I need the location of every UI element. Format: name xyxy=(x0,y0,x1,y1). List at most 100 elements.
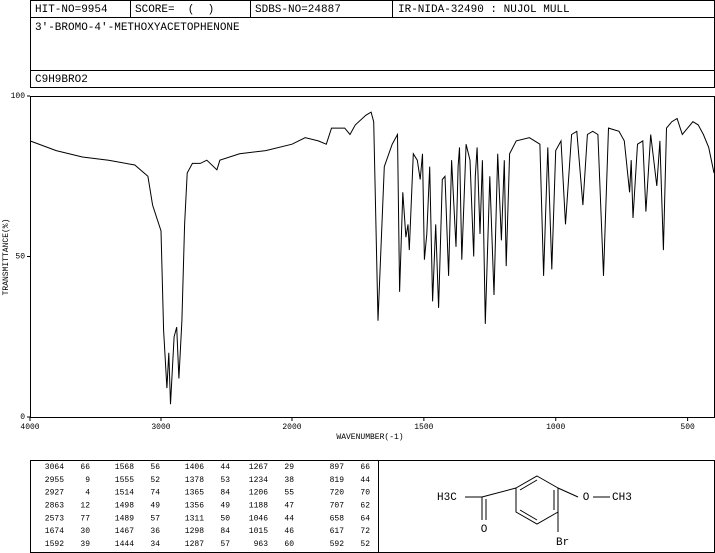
peak-transmittance: 55 xyxy=(284,489,294,498)
hit-no: HIT-NO=9954 xyxy=(35,4,108,16)
peak-transmittance: 84 xyxy=(220,489,230,498)
compound-name: 3'-BROMO-4'-METHOXYACETOPHENONE xyxy=(35,22,240,34)
peak-transmittance: 70 xyxy=(360,489,370,498)
peak-wavenumber: 1444 xyxy=(115,540,134,549)
peak-transmittance: 57 xyxy=(150,514,160,523)
peak-wavenumber: 592 xyxy=(330,540,345,549)
peak-transmittance: 47 xyxy=(284,502,294,511)
ring-bond xyxy=(519,479,538,491)
peak-transmittance: 44 xyxy=(284,514,294,523)
peak-wavenumber: 2573 xyxy=(45,514,64,523)
peak-wavenumber: 1489 xyxy=(115,514,134,523)
peak-transmittance: 49 xyxy=(150,502,160,511)
atom-label: O xyxy=(481,524,488,536)
peak-transmittance: 66 xyxy=(360,463,370,472)
y-axis-label: TRANSMITTANCE(%) xyxy=(2,219,11,296)
peak-wavenumber: 2955 xyxy=(45,476,64,485)
spectrum-line xyxy=(29,111,715,405)
method: IR-NIDA-32490 : NUJOL MULL xyxy=(398,4,570,16)
peak-transmittance: 57 xyxy=(220,540,230,549)
peak-transmittance: 52 xyxy=(360,540,370,549)
peak-transmittance: 56 xyxy=(150,463,160,472)
y-tick-label: 0 xyxy=(20,413,25,422)
peak-wavenumber: 1514 xyxy=(115,489,134,498)
peak-wavenumber: 1287 xyxy=(185,540,204,549)
peak-transmittance: 60 xyxy=(284,540,294,549)
peak-wavenumber: 1234 xyxy=(249,476,268,485)
peak-transmittance: 39 xyxy=(80,540,90,549)
peak-wavenumber: 1406 xyxy=(185,463,204,472)
peak-wavenumber: 720 xyxy=(330,489,345,498)
peak-wavenumber: 1015 xyxy=(249,527,268,536)
header-frame xyxy=(30,0,715,88)
x-tick-label: 500 xyxy=(680,423,695,432)
peak-wavenumber: 707 xyxy=(330,502,345,511)
x-tick-label: 1500 xyxy=(414,423,433,432)
peak-transmittance: 34 xyxy=(150,540,160,549)
peak-wavenumber: 2863 xyxy=(45,502,64,511)
x-tick-label: 4000 xyxy=(20,423,39,432)
peak-transmittance: 9 xyxy=(85,476,90,485)
peak-wavenumber: 1592 xyxy=(45,540,64,549)
peak-transmittance: 64 xyxy=(360,514,370,523)
x-tick-label: 1000 xyxy=(546,423,565,432)
plot: 4000 3000 2000 1500 1000 500 0 50 100 xyxy=(11,92,715,432)
peak-transmittance: 29 xyxy=(284,463,294,472)
atom-label: CH3 xyxy=(612,492,632,504)
peak-transmittance: 38 xyxy=(284,476,294,485)
y-tick-label: 100 xyxy=(11,92,26,101)
peak-wavenumber: 1498 xyxy=(115,502,134,511)
x-axis-label: WAVENUMBER(-1) xyxy=(336,433,403,442)
peak-transmittance: 77 xyxy=(80,514,90,523)
plot-frame xyxy=(30,96,715,418)
peak-transmittance: 52 xyxy=(150,476,160,485)
peak-wavenumber: 658 xyxy=(330,514,345,523)
structure-frame xyxy=(378,460,715,553)
peak-transmittance: 36 xyxy=(150,527,160,536)
peak-transmittance: 30 xyxy=(80,527,90,536)
peak-wavenumber: 617 xyxy=(330,527,345,536)
peak-transmittance: 84 xyxy=(220,527,230,536)
peak-wavenumber: 1555 xyxy=(115,476,134,485)
peak-wavenumber: 1378 xyxy=(185,476,204,485)
peak-wavenumber: 1568 xyxy=(115,463,134,472)
bond xyxy=(481,487,517,498)
peak-transmittance: 66 xyxy=(80,463,90,472)
peak-transmittance: 46 xyxy=(284,527,294,536)
peak-wavenumber: 1267 xyxy=(249,463,268,472)
peak-transmittance: 50 xyxy=(220,514,230,523)
formula: C9H9BRO2 xyxy=(35,74,88,86)
peak-transmittance: 72 xyxy=(360,527,370,536)
peak-wavenumber: 1298 xyxy=(185,527,204,536)
peak-transmittance: 12 xyxy=(80,502,90,511)
bond xyxy=(557,487,579,498)
peak-transmittance: 49 xyxy=(220,502,230,511)
peak-transmittance: 62 xyxy=(360,502,370,511)
peak-transmittance: 53 xyxy=(220,476,230,485)
x-tick-label: 2000 xyxy=(282,423,301,432)
peak-transmittance: 44 xyxy=(220,463,230,472)
peak-wavenumber: 963 xyxy=(254,540,269,549)
peak-wavenumber: 1188 xyxy=(249,502,268,511)
ring-bond xyxy=(519,509,538,521)
benzene-ring xyxy=(515,475,559,525)
peak-wavenumber: 1467 xyxy=(115,527,134,536)
peak-wavenumber: 819 xyxy=(330,476,345,485)
atom-label: O xyxy=(583,492,590,504)
peak-wavenumber: 1365 xyxy=(185,489,204,498)
peak-wavenumber: 2927 xyxy=(45,489,64,498)
atom-label: H3C xyxy=(437,492,457,504)
peak-wavenumber: 1356 xyxy=(185,502,204,511)
y-tick-label: 50 xyxy=(15,253,25,262)
atom-label: Br xyxy=(556,537,569,549)
peak-transmittance: 44 xyxy=(360,476,370,485)
peak-wavenumber: 1206 xyxy=(249,489,268,498)
peak-wavenumber: 1674 xyxy=(45,527,64,536)
peak-wavenumber: 897 xyxy=(330,463,345,472)
peak-wavenumber: 1046 xyxy=(249,514,268,523)
score: SCORE= ( ) xyxy=(135,4,214,16)
sdbs-no: SDBS-NO=24887 xyxy=(255,4,341,16)
peak-wavenumber: 1311 xyxy=(185,514,204,523)
